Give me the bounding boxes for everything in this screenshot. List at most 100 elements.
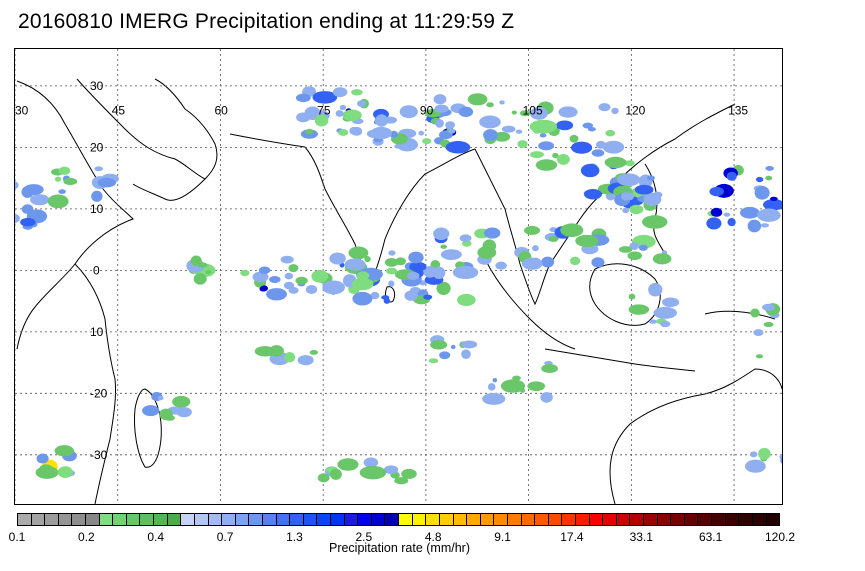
colorbar-swatch	[154, 514, 168, 525]
precipitation-cell	[409, 261, 427, 272]
precipitation-cell	[142, 405, 160, 417]
longitude-label: 45	[112, 103, 126, 117]
precipitation-cell	[205, 270, 212, 275]
colorbar-swatch	[712, 514, 726, 525]
precipitation-cell	[97, 177, 117, 188]
precipitation-cell	[495, 261, 507, 270]
precipitation-cell	[648, 319, 658, 324]
precipitation-cell	[422, 138, 432, 145]
precipitation-cell	[337, 458, 359, 471]
precipitation-cell	[269, 276, 281, 283]
precipitation-cell	[349, 126, 359, 135]
longitude-label: 135	[728, 103, 748, 117]
colorbar-swatch	[630, 514, 645, 525]
precipitation-cell	[284, 272, 294, 280]
colorbar-swatch	[684, 514, 699, 525]
precipitation-cell	[344, 258, 366, 271]
precipitation-cell	[629, 242, 639, 250]
precipitation-cell	[159, 408, 173, 421]
precipitation-cell	[58, 189, 66, 194]
precipitation-cell	[638, 244, 648, 251]
colorbar-tick-label: 4.8	[424, 530, 442, 544]
precipitation-cell	[434, 104, 449, 113]
precipitation-cell	[428, 358, 439, 364]
colorbar-swatch	[358, 514, 372, 525]
colorbar-swatch	[616, 514, 631, 525]
precipitation-cell	[459, 234, 472, 242]
precipitation-cell	[521, 257, 543, 270]
precipitation-cell	[500, 379, 526, 393]
precipitation-cell	[63, 177, 78, 186]
precipitation-cell	[258, 266, 271, 275]
precipitation-cell	[54, 176, 62, 182]
precipitation-cell	[388, 250, 396, 256]
longitude-label: 105	[523, 103, 543, 117]
precipitation-cell	[370, 291, 380, 300]
precipitation-cell	[190, 255, 202, 267]
precipitation-cell	[47, 194, 69, 209]
colorbar-swatch	[99, 514, 114, 525]
precipitation-cell	[634, 184, 654, 195]
precipitation-cell	[284, 352, 296, 363]
precipitation-cell	[757, 208, 781, 222]
precipitation-cell	[653, 306, 677, 319]
precipitation-cell	[529, 107, 548, 120]
colorbar-swatch	[426, 514, 440, 525]
precipitation-cell	[487, 383, 496, 391]
precipitation-cell	[364, 256, 371, 263]
colorbar-swatch	[657, 514, 672, 525]
precipitation-cell	[240, 269, 250, 277]
precipitation-cell	[629, 204, 644, 215]
colorbar-swatch	[58, 514, 73, 525]
precipitation-cell	[558, 106, 578, 118]
longitude-label: 75	[317, 103, 331, 117]
colorbar-tick-label: 0.4	[147, 530, 165, 544]
colorbar-swatch	[698, 514, 713, 525]
precipitation-cell	[322, 280, 345, 295]
colorbar-swatch	[589, 514, 604, 525]
colorbar-swatch	[412, 514, 427, 525]
precipitation-cell	[652, 191, 663, 198]
colorbar-swatch	[344, 514, 359, 525]
colorbar-tick-label: 63.1	[698, 530, 723, 544]
precipitation-cell	[479, 115, 501, 129]
precipitation-cell	[627, 251, 643, 261]
precipitation-cell	[747, 219, 762, 233]
precipitation-cell	[661, 297, 680, 308]
precipitation-cell	[91, 190, 103, 202]
precipitation-cell	[21, 186, 34, 198]
colorbar-swatch	[439, 514, 454, 525]
colorbar-swatch	[535, 514, 549, 525]
precipitation-cell	[515, 129, 523, 134]
precipitation-cell	[305, 284, 318, 294]
precipitation-cell	[462, 240, 472, 247]
map-canvas: 30 45 60 75 90 105 120 135 30 20 10 0 10 -20 -30	[15, 49, 782, 504]
precipitation-cell	[763, 322, 774, 328]
colorbar-swatch	[331, 514, 345, 525]
colorbar-swatch	[507, 514, 522, 525]
colorbar-swatch	[603, 514, 617, 525]
precipitation-cell	[404, 290, 418, 301]
precipitation-cell	[582, 122, 594, 129]
precipitation-cell	[176, 406, 192, 418]
precipitation-cell	[760, 223, 770, 228]
precipitation-cell	[440, 244, 447, 249]
precipitation-cell	[538, 141, 555, 151]
precipitation-cell	[311, 269, 329, 283]
precipitation-cell	[652, 253, 672, 265]
precipitation-cell	[755, 176, 764, 183]
colorbar-tick-label: 0.7	[216, 530, 234, 544]
precipitation-cell	[710, 207, 723, 217]
precipitation-cell	[288, 264, 299, 273]
colorbar-swatch	[371, 514, 386, 525]
precipitation-cell	[370, 126, 392, 140]
colorbar-swatch	[575, 514, 590, 525]
precipitation-cell	[432, 266, 446, 280]
latitude-label: 30	[90, 79, 104, 93]
precipitation-cell	[598, 103, 611, 112]
precipitation-cell	[512, 375, 521, 381]
latitude-label: -20	[90, 386, 108, 400]
precipitation-cell	[30, 194, 50, 206]
precipitation-cell	[596, 140, 606, 149]
colorbar-swatch	[739, 514, 753, 525]
